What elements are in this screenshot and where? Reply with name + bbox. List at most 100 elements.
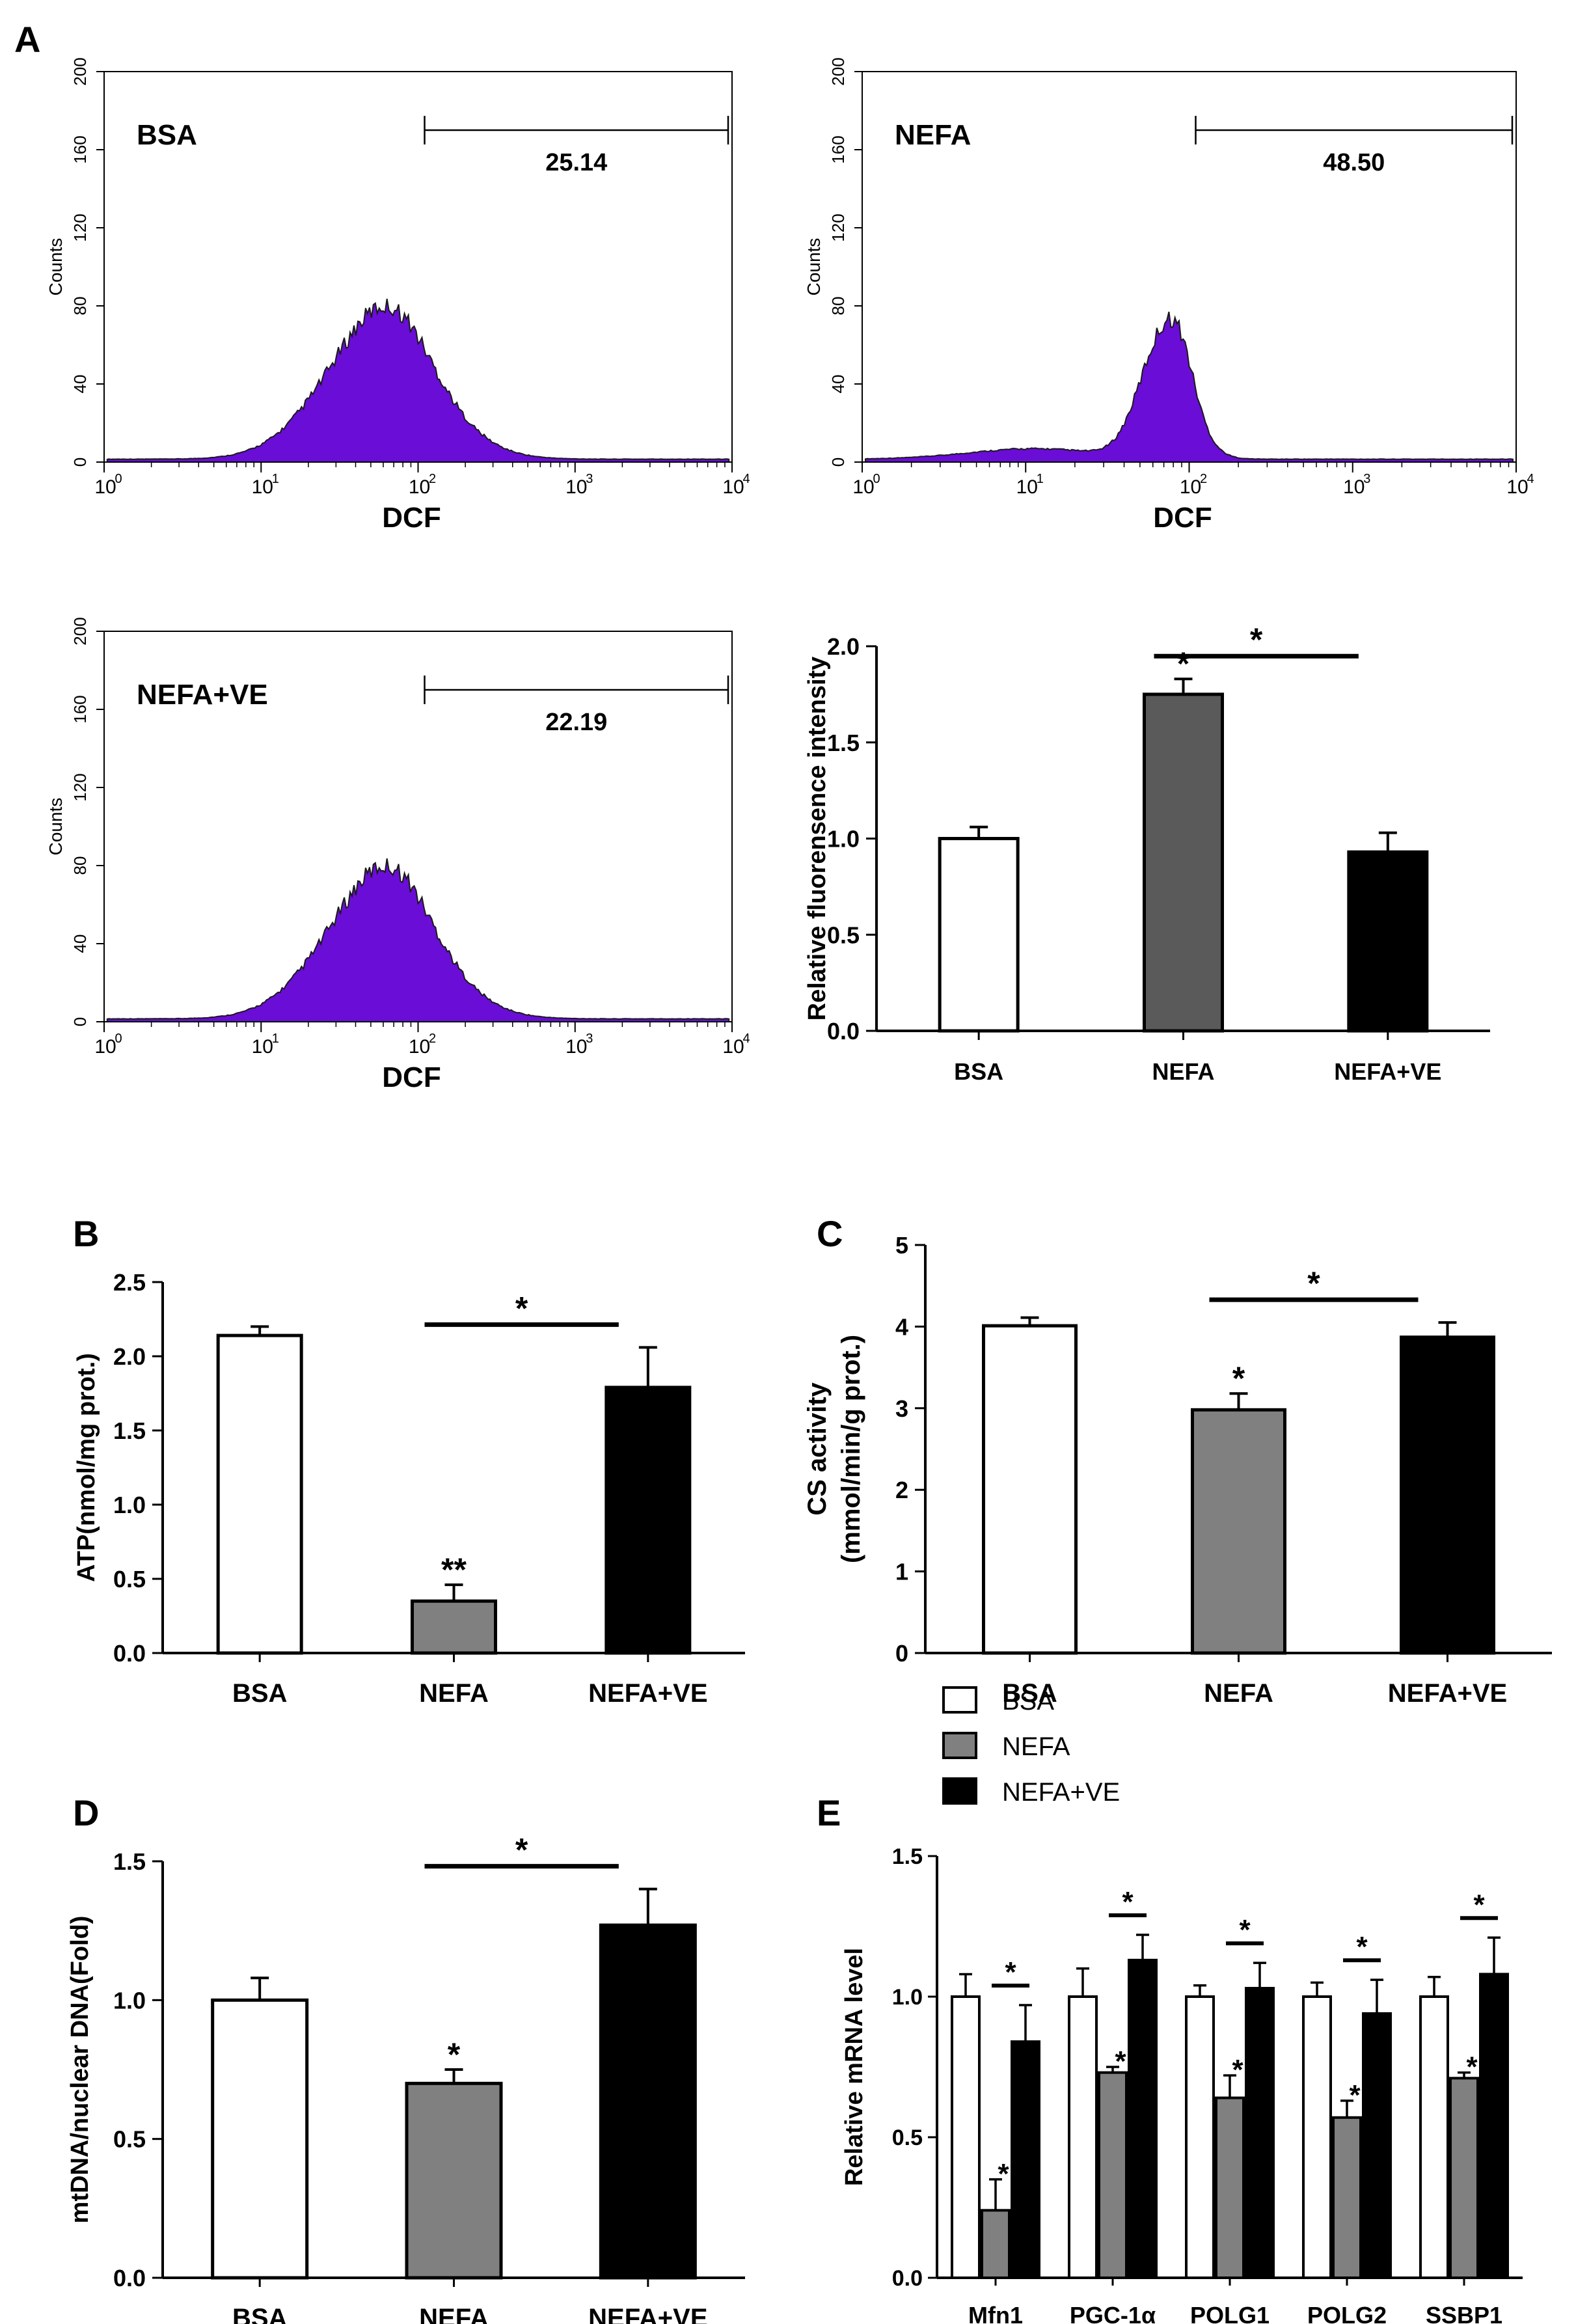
category-label: NEFA bbox=[419, 2304, 489, 2324]
bracket-mark: * bbox=[1250, 622, 1263, 658]
histogram-area bbox=[864, 311, 1514, 463]
y-tick-label: 0.0 bbox=[113, 1640, 146, 1667]
x-tick-label: 10 bbox=[722, 476, 744, 498]
y-tick-label: 2.0 bbox=[827, 633, 860, 660]
significance-mark: * bbox=[448, 2036, 461, 2073]
legend-label: NEFA+VE bbox=[1002, 1778, 1120, 1807]
y-axis-label-line1: CS activity bbox=[803, 1382, 832, 1515]
category-label: POLG2 bbox=[1307, 2302, 1387, 2324]
y-tick-label: 40 bbox=[828, 375, 848, 394]
bar-nefa-ve bbox=[1245, 1987, 1275, 2280]
bar-chart-d: 0.0 0.5 1.0 1.5 BSA NEFA * NEFA+VE * mtDNA/nuclea… bbox=[66, 1832, 745, 2324]
y-tick-label: 3 bbox=[895, 1395, 908, 1422]
bracket-mark: * bbox=[515, 1832, 528, 1868]
y-tick-label: 0.5 bbox=[113, 2126, 146, 2153]
bar-chart-c: 0 1 2 3 4 5 BSA NEFA * NEFA+VE * CS activity (mmol/m… bbox=[803, 1232, 1552, 1708]
bar-bsa bbox=[951, 1995, 981, 2279]
legend-swatch-nefa-ve bbox=[942, 1777, 977, 1805]
y-tick-label: 200 bbox=[70, 617, 90, 645]
y-tick-label: 4 bbox=[895, 1313, 908, 1340]
significance-mark: * bbox=[1177, 646, 1190, 682]
y-tick-label: 0.0 bbox=[827, 1018, 860, 1045]
gate-percentage: 25.14 bbox=[545, 149, 607, 176]
y-tick-label: 0 bbox=[70, 1017, 90, 1026]
bar-bsa bbox=[938, 837, 1020, 1033]
category-label: PGC-1α bbox=[1070, 2302, 1156, 2324]
x-tick-exponent: 1 bbox=[272, 1032, 279, 1046]
x-tick-label: 10 bbox=[409, 1036, 430, 1058]
bar-nefa bbox=[1215, 2096, 1245, 2280]
bar-nefa bbox=[1143, 692, 1224, 1033]
x-tick-exponent: 2 bbox=[429, 472, 436, 486]
x-tick-exponent: 0 bbox=[115, 472, 122, 486]
significance-mark: * bbox=[1466, 2051, 1478, 2083]
bar-nefa bbox=[1191, 1408, 1286, 1655]
category-label: NEFA bbox=[419, 1679, 489, 1708]
y-tick-label: 5 bbox=[895, 1232, 908, 1259]
bar-nefa-ve bbox=[1400, 1335, 1495, 1655]
y-tick-label: 1.5 bbox=[827, 730, 860, 756]
y-axis-label: Relative fluorensence intensity bbox=[804, 657, 831, 1021]
x-axis-label: DCF bbox=[382, 502, 441, 534]
x-tick-exponent: 1 bbox=[1037, 472, 1044, 486]
bar-nefa-ve bbox=[1347, 850, 1429, 1033]
x-axis-label: DCF bbox=[1153, 502, 1212, 534]
y-tick-label: 200 bbox=[828, 57, 848, 85]
x-tick-exponent: 3 bbox=[586, 1032, 593, 1046]
bar-nefa bbox=[1332, 2116, 1362, 2280]
x-tick-label: 10 bbox=[1016, 476, 1038, 498]
category-label: SSBP1 bbox=[1426, 2302, 1502, 2324]
x-tick-exponent: 3 bbox=[1363, 472, 1370, 486]
x-tick-label: 10 bbox=[409, 476, 430, 498]
bar-chart-a-bar: 0.0 0.5 1.0 1.5 2.0 BSA NEFA * NEFA+VE * Relative … bbox=[804, 622, 1490, 1085]
y-tick-label: 2.0 bbox=[113, 1343, 146, 1370]
significance-mark: * bbox=[1349, 2079, 1361, 2111]
y-tick-label: 1.5 bbox=[113, 1848, 146, 1875]
category-label: NEFA bbox=[1204, 1679, 1273, 1708]
x-tick-label: 10 bbox=[852, 476, 874, 498]
bar-bsa bbox=[216, 1333, 303, 1655]
bar-nefa-ve bbox=[1011, 2040, 1040, 2280]
category-label: BSA bbox=[1002, 1679, 1057, 1708]
x-tick-label: 10 bbox=[565, 1036, 587, 1058]
pair-mark: * bbox=[1122, 1886, 1134, 1918]
y-tick-label: 0.0 bbox=[113, 2265, 146, 2291]
x-tick-label: 10 bbox=[1343, 476, 1365, 498]
y-axis-label-line2: (mmol/min/g prot.) bbox=[837, 1335, 865, 1563]
y-tick-label: 80 bbox=[70, 297, 90, 316]
y-tick-label: 1.0 bbox=[113, 1492, 146, 1518]
bar-chart-b: 0.0 0.5 1.0 1.5 2.0 2.5 BSA NEFA ** NEFA+VE * ATP(n… bbox=[73, 1269, 745, 1708]
y-tick-label: 1.0 bbox=[113, 1987, 146, 2014]
significance-mark: * bbox=[1232, 1360, 1245, 1397]
category-label: NEFA bbox=[1152, 1058, 1214, 1085]
y-tick-label: 1.5 bbox=[113, 1417, 146, 1444]
histogram-area bbox=[106, 858, 730, 1022]
x-tick-label: 10 bbox=[94, 1036, 116, 1058]
y-axis-label: mtDNA/nuclear DNA(Fold) bbox=[66, 1916, 94, 2224]
y-tick-label: 0 bbox=[828, 458, 848, 467]
x-tick-label: 10 bbox=[722, 1036, 744, 1058]
y-tick-label: 0 bbox=[70, 458, 90, 467]
significance-mark: ** bbox=[441, 1552, 467, 1588]
pair-mark: * bbox=[1473, 1889, 1485, 1921]
significance-mark: * bbox=[1232, 2054, 1243, 2086]
category-label: Mfn1 bbox=[968, 2302, 1023, 2324]
y-tick-label: 2.5 bbox=[113, 1269, 146, 1296]
y-axis-label: Counts bbox=[46, 238, 66, 296]
bar-chart-e: 0.0 0.5 1.0 1.5 Relative mRNA level * * Mfn1 * * P… bbox=[841, 1686, 1523, 2324]
category-label: BSA bbox=[232, 2304, 287, 2324]
y-tick-label: 1.0 bbox=[827, 826, 860, 853]
gate-percentage: 48.50 bbox=[1323, 149, 1385, 176]
panel-label-b: B bbox=[73, 1213, 99, 1254]
legend-swatch-bsa bbox=[942, 1686, 977, 1714]
bar-nefa bbox=[1449, 2077, 1479, 2280]
x-tick-exponent: 0 bbox=[115, 1032, 122, 1046]
panel-label-c: C bbox=[817, 1213, 843, 1254]
y-tick-label: 1 bbox=[895, 1559, 908, 1585]
y-tick-label: 120 bbox=[70, 773, 90, 801]
y-axis-label: ATP(nmol/mg prot.) bbox=[73, 1353, 100, 1582]
bar-nefa bbox=[1098, 2071, 1128, 2279]
bar-nefa-ve bbox=[605, 1386, 692, 1655]
